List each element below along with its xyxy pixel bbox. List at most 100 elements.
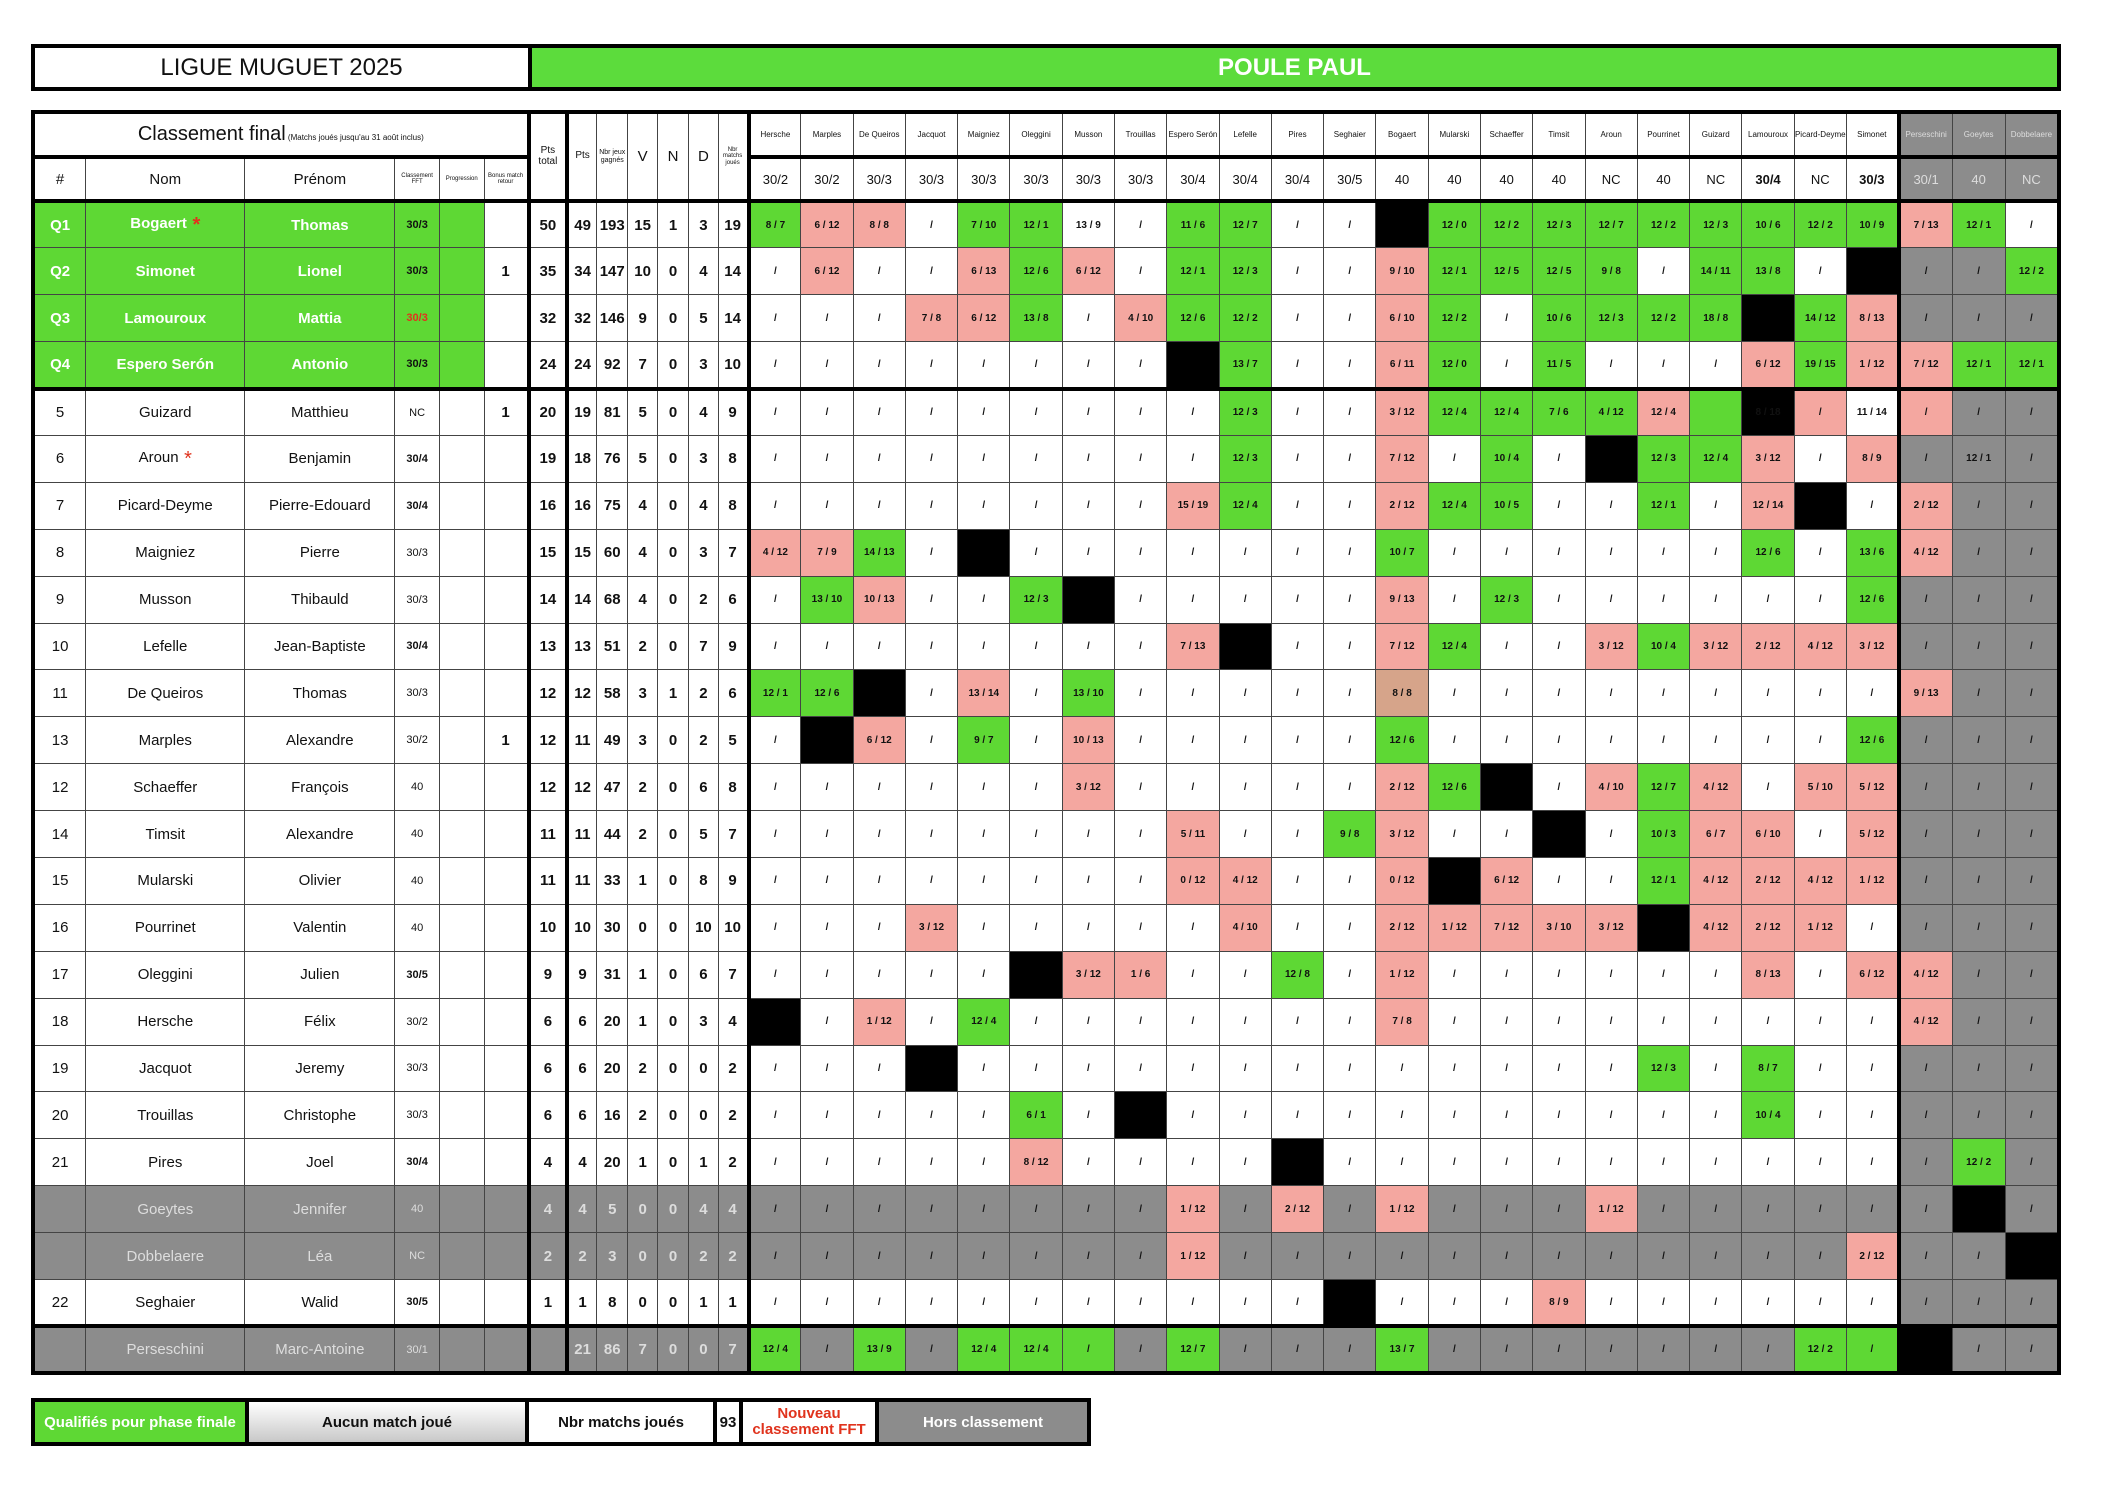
match-score-cell: /: [1689, 1138, 1743, 1187]
player-nom: Musson: [85, 575, 246, 624]
player-fft: 30/2: [394, 997, 440, 1046]
player-prenom: Benjamin: [244, 434, 396, 483]
player-v: 1: [627, 856, 658, 905]
player-pts: 24: [566, 341, 598, 390]
player-n: 0: [656, 1232, 690, 1280]
player-nom-text: Lefelle: [143, 637, 188, 655]
match-score-cell: /: [1584, 810, 1638, 858]
match-score-cell: 8 / 13: [1845, 294, 1900, 343]
match-score-cell: /: [1218, 1278, 1272, 1327]
match-score-cell: /: [1741, 575, 1795, 624]
match-score-cell: /: [1061, 1324, 1116, 1374]
player-v: 4: [627, 481, 658, 530]
player-matchs: 10: [717, 341, 751, 390]
match-score-cell: /: [957, 763, 1011, 812]
player-row: Goeytes Jennifer 40 4 4 5 0 0 4 4// / / / / //1 / 12/2…: [32, 1185, 2060, 1234]
match-score-cell: /: [1896, 1091, 1953, 1140]
match-score-cell: /: [1113, 1324, 1168, 1374]
player-bonus: [483, 1185, 531, 1234]
match-score-cell: /: [1061, 434, 1116, 483]
player-prenom: Lionel: [244, 247, 396, 296]
player-prenom: Thibauld: [244, 575, 396, 624]
player-prenom: Antonio: [244, 341, 396, 390]
player-nom: Oleggini: [85, 950, 246, 999]
match-score-cell: /: [1375, 1232, 1429, 1280]
player-matchs: 10: [717, 903, 751, 952]
player-progression: [438, 481, 485, 530]
match-score-cell: 3 / 12: [1061, 763, 1116, 812]
player-bonus: [483, 1324, 531, 1374]
match-score-cell: 12 / 2: [1218, 294, 1272, 343]
match-score-cell: /: [1061, 294, 1116, 343]
col-v: V: [627, 111, 658, 203]
match-score-cell: 7 / 13: [1896, 200, 1953, 249]
match-score-cell: /: [1951, 1091, 2006, 1140]
player-fft: 30/4: [394, 434, 440, 483]
player-nom: Lefelle: [85, 622, 246, 671]
match-score-cell: /: [1584, 1232, 1638, 1280]
player-jeux: 49: [596, 716, 629, 765]
match-score-cell: /: [1793, 575, 1847, 624]
match-score-cell: /: [1323, 1138, 1377, 1187]
player-rank: Q4: [32, 341, 87, 390]
match-score-cell: /: [904, 716, 959, 765]
match-score-cell: 4 / 12: [1689, 903, 1743, 952]
opponent-rank: 40: [1951, 156, 2006, 203]
match-score-cell: /: [1793, 1091, 1847, 1140]
match-score-cell: /: [1218, 716, 1272, 765]
player-fft: 30/2: [394, 716, 440, 765]
match-score-cell: 6 / 12: [1479, 856, 1534, 905]
match-score-cell: /: [1845, 1044, 1900, 1093]
match-score-cell: /: [1479, 716, 1534, 765]
match-score-cell: /: [1427, 1044, 1481, 1093]
player-d: 4: [688, 1185, 719, 1234]
header-bar: LIGUE MUGUET 2025 POULE PAUL: [31, 44, 2061, 91]
match-score-cell: /: [1479, 1091, 1534, 1140]
self-match-cell: [748, 997, 802, 1046]
match-score-cell: 12 / 3: [1636, 1044, 1691, 1093]
match-score-cell: /: [852, 294, 906, 343]
player-matchs: 9: [717, 622, 751, 671]
player-bonus: [483, 903, 531, 952]
match-score-cell: 2 / 12: [1270, 1185, 1325, 1234]
player-fft: 30/3: [394, 247, 440, 296]
opponent-rank: 30/4: [1218, 156, 1272, 203]
self-match-cell: [852, 669, 906, 718]
match-score-cell: 1 / 6: [1113, 950, 1168, 999]
match-score-cell: /: [1113, 997, 1168, 1046]
player-row: 17 Oleggini Julien 30/5 9 9 31 1 0 6 7// / //3 / 12 1…: [32, 950, 2060, 999]
match-score-cell: /: [800, 903, 854, 952]
match-score-cell: /: [852, 481, 906, 530]
match-score-cell: /: [1061, 1138, 1116, 1187]
player-matchs: 6: [717, 669, 751, 718]
match-score-cell: /: [748, 1091, 802, 1140]
match-score-cell: /: [1532, 575, 1586, 624]
player-jeux: 20: [596, 1044, 629, 1093]
col-d: D: [688, 111, 719, 203]
player-nom-text: Jacquot: [138, 1059, 192, 1077]
player-nom-text: Aroun: [138, 448, 179, 466]
player-nom-text: Oleggini: [137, 966, 193, 984]
player-bonus: [483, 341, 531, 390]
match-score-cell: /: [1532, 1232, 1586, 1280]
player-bonus: [483, 763, 531, 812]
self-match-cell: [1793, 481, 1847, 530]
match-score-cell: /: [1270, 434, 1325, 483]
match-score-cell: /: [1845, 1185, 1900, 1234]
match-score-cell: /: [1479, 1185, 1534, 1234]
opponent-rank: NC: [1793, 156, 1847, 203]
match-score-cell: /: [1375, 1044, 1429, 1093]
match-score-cell: /: [1218, 528, 1272, 577]
player-fft: 40: [394, 903, 440, 952]
player-prenom: Joel: [244, 1138, 396, 1187]
match-score-cell: /: [1584, 528, 1638, 577]
match-score-cell: /: [1793, 1138, 1847, 1187]
match-score-cell: 4 / 12: [1584, 386, 1638, 436]
player-pts-total: 4: [528, 1138, 570, 1187]
match-score-cell: /: [1113, 200, 1168, 249]
player-n: 0: [656, 997, 690, 1046]
match-score-cell: 3 / 12: [1375, 810, 1429, 858]
match-score-cell: /: [1270, 1278, 1325, 1327]
player-pts-total: [528, 1324, 570, 1374]
